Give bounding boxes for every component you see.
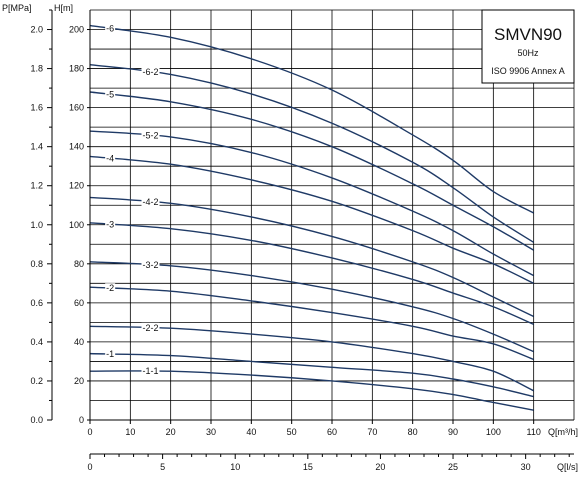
- p-tick-label: 0.6: [30, 298, 43, 308]
- curve-label: -1-1: [142, 366, 158, 376]
- ls-tick-label: 25: [448, 462, 458, 472]
- legend-frequency: 50Hz: [517, 48, 539, 58]
- q-tick-label: 40: [246, 427, 256, 437]
- curve-label: -4: [106, 153, 114, 163]
- curve-label-bg: [105, 153, 116, 164]
- ls-axis-title: Q[l/s]: [557, 462, 578, 472]
- curve-label: -6: [106, 24, 114, 34]
- q-tick-label: 30: [206, 427, 216, 437]
- curve-label-bg: [105, 89, 116, 100]
- p-tick-label: 1.4: [30, 142, 43, 152]
- curve-label-bg: [141, 130, 160, 141]
- h-tick-label: 200: [69, 25, 84, 35]
- ls-tick-label: 20: [375, 462, 385, 472]
- curve-label-bg: [141, 366, 160, 377]
- curve-3: [89, 222, 534, 325]
- curve-label: -5-2: [142, 130, 158, 140]
- axes: 020406080100120140160180200H[m]0.00.20.4…: [2, 3, 578, 472]
- curve-6-2: [89, 63, 535, 243]
- curve-label: -4-2: [142, 197, 158, 207]
- q-tick-label: 0: [87, 427, 92, 437]
- curve-label: -3: [106, 219, 114, 229]
- curve-label-bg: [105, 219, 116, 230]
- p-tick-label: 1.2: [30, 181, 43, 191]
- legend-box: SMVN90 50Hz ISO 9906 Annex A: [481, 9, 575, 84]
- curve-2-2: [89, 325, 534, 392]
- curve-label-bg: [105, 23, 116, 34]
- curve-label: -1: [106, 349, 114, 359]
- h-tick-label: 100: [69, 220, 84, 230]
- ls-tick-label: 0: [87, 462, 92, 472]
- p-tick-label: 1.0: [30, 220, 43, 230]
- curve-5: [89, 91, 535, 251]
- curve-label: -2-2: [142, 323, 158, 333]
- ls-tick-label: 30: [521, 462, 531, 472]
- h-tick-label: 180: [69, 64, 84, 74]
- q-axis-title: Q[m³/h]: [548, 427, 578, 437]
- curve-2: [89, 286, 534, 361]
- curves: -6-6-2-5-5-2-4-4-2-3-3-2-2-2-2-1-1-1: [89, 23, 535, 411]
- q-tick-label: 100: [486, 427, 501, 437]
- p-tick-label: 0.2: [30, 376, 43, 386]
- q-tick-label: 60: [327, 427, 337, 437]
- curve-label: -2: [106, 283, 114, 293]
- curve-1-1: [89, 370, 534, 411]
- h-tick-label: 120: [69, 181, 84, 191]
- p-tick-label: 0.8: [30, 259, 43, 269]
- p-tick-label: 0.4: [30, 337, 43, 347]
- p-tick-label: 0.0: [30, 415, 43, 425]
- h-tick-label: 60: [74, 298, 84, 308]
- curve-label-bg: [141, 66, 160, 77]
- q-tick-label: 10: [125, 427, 135, 437]
- curve-3-2: [89, 261, 534, 353]
- curve-label-bg: [141, 196, 160, 207]
- q-tick-label: 90: [448, 427, 458, 437]
- p-tick-label: 2.0: [30, 25, 43, 35]
- curve-5-2: [89, 130, 534, 277]
- curve-label-bg: [105, 349, 116, 360]
- curve-label: -6-2: [142, 67, 158, 77]
- curve-6: [89, 24, 534, 214]
- h-tick-label: 140: [69, 142, 84, 152]
- h-tick-label: 160: [69, 103, 84, 113]
- q-tick-label: 20: [166, 427, 176, 437]
- curve-label: -3-2: [142, 260, 158, 270]
- legend-frame: [481, 9, 575, 84]
- h-axis-title: H[m]: [54, 3, 73, 13]
- p-tick-label: 1.8: [30, 64, 43, 74]
- q-tick-label: 50: [287, 427, 297, 437]
- curve-4-2: [89, 196, 534, 318]
- q-tick-label: 70: [367, 427, 377, 437]
- h-tick-label: 80: [74, 259, 84, 269]
- legend-title: SMVN90: [494, 25, 562, 44]
- h-tick-label: 0: [79, 415, 84, 425]
- q-tick-label: 110: [526, 427, 540, 437]
- q-tick-label: 80: [408, 427, 418, 437]
- curve-1: [89, 352, 534, 398]
- h-tick-label: 40: [74, 337, 84, 347]
- p-tick-label: 1.6: [30, 103, 43, 113]
- curve-label: -5: [106, 89, 114, 99]
- curve-label-bg: [141, 259, 160, 270]
- p-axis-title: P[MPa]: [2, 3, 32, 13]
- curve-label-bg: [105, 283, 116, 294]
- h-tick-label: 20: [74, 376, 84, 386]
- legend-standard: ISO 9906 Annex A: [491, 66, 565, 76]
- curve-4: [89, 155, 534, 284]
- ls-tick-label: 15: [303, 462, 313, 472]
- ls-tick-label: 10: [230, 462, 240, 472]
- ls-tick-label: 5: [160, 462, 165, 472]
- curve-label-bg: [141, 322, 160, 333]
